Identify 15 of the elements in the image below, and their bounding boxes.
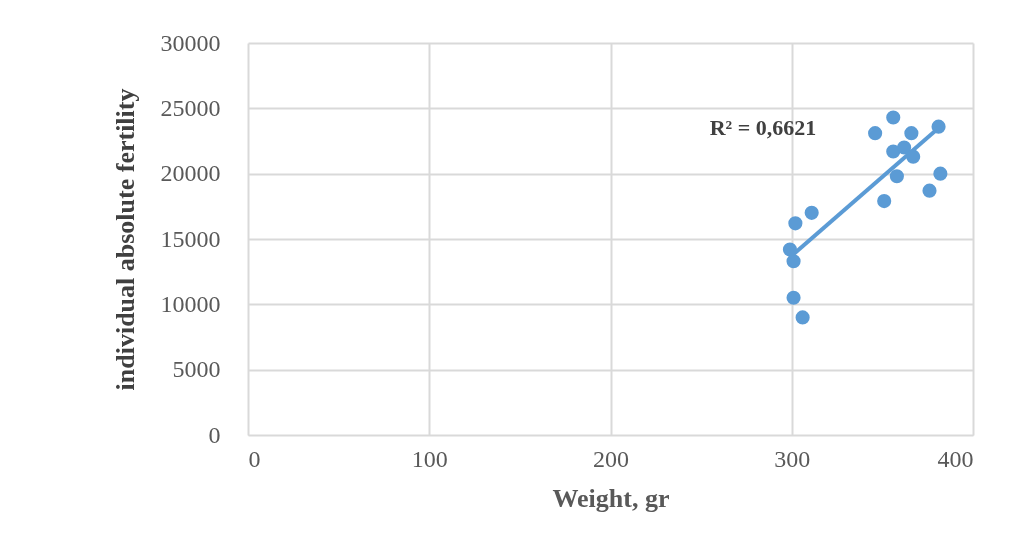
y-tick-label: 30000 <box>160 29 221 56</box>
x-tick-label: 100 <box>411 445 448 472</box>
x-tick-label: 200 <box>593 445 629 472</box>
y-axis-title: individual absolute fertility <box>110 88 140 391</box>
x-tick-label: 300 <box>774 445 811 472</box>
y-tick-label: 15000 <box>160 225 221 252</box>
y-tick-label: 0 <box>208 421 221 448</box>
x-tick-label: 400 <box>937 445 974 472</box>
x-axis-title: Weight, gr <box>552 483 670 513</box>
y-tick-label: 5000 <box>172 356 221 383</box>
annotation: R² = 0,6621 <box>709 115 817 140</box>
y-tick-label: 25000 <box>160 94 221 121</box>
y-tick-label: 20000 <box>160 160 221 187</box>
x-tick-label: 0 <box>248 445 261 472</box>
y-tick-label: 10000 <box>160 290 221 317</box>
